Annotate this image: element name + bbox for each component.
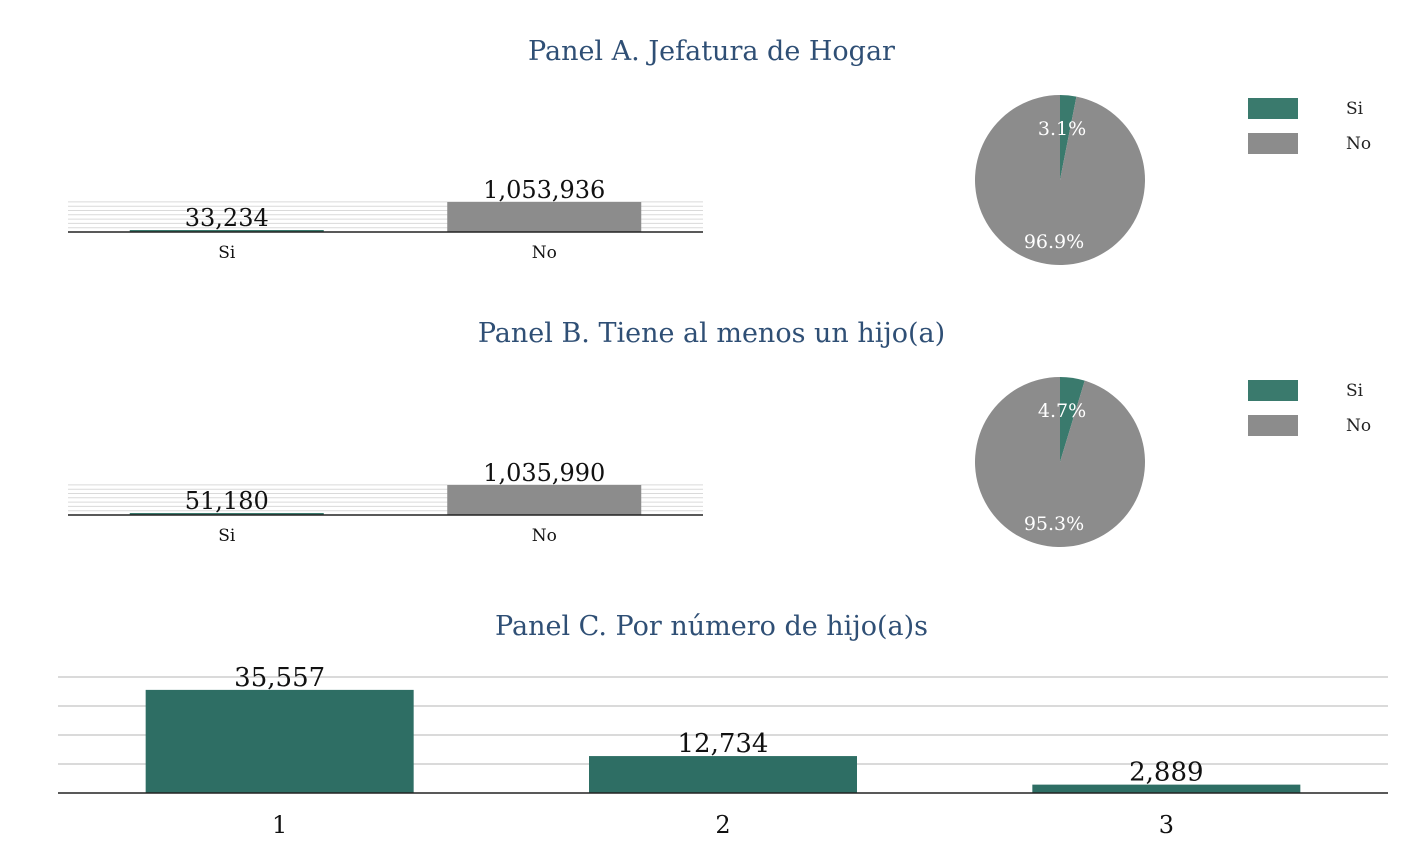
panel-c-title: Panel C. Por número de hijo(a)s [495, 611, 928, 642]
pie-label-si: 4.7% [1038, 400, 1086, 422]
panel-a-title: Panel A. Jefatura de Hogar [528, 36, 895, 67]
pie-label-no: 96.9% [1024, 231, 1084, 253]
legend-swatch-no [1248, 415, 1298, 436]
category-label: Si [218, 243, 236, 263]
pie-slice-No [975, 377, 1145, 547]
panel-a-bar-chart: 33,234 Si 1,053,936 No [68, 176, 703, 263]
value-label: 1,035,990 [483, 459, 605, 487]
category-label: No [532, 243, 557, 263]
pie-slice-No [975, 95, 1145, 265]
legend-swatch-si [1248, 98, 1298, 119]
bar-3 [1032, 784, 1301, 793]
legend-label-no: No [1346, 416, 1372, 436]
legend-item-si: Si [1248, 380, 1408, 402]
legend-label-no: No [1346, 134, 1372, 154]
legend-item-si: Si [1248, 98, 1408, 120]
bar-No [447, 202, 642, 232]
legend-item-no: No [1248, 133, 1408, 155]
legend-swatch-si [1248, 380, 1298, 401]
legend-item-no: No [1248, 415, 1408, 437]
pie-label-no: 95.3% [1024, 513, 1084, 535]
legend-label-si: Si [1346, 99, 1364, 119]
bar-Si [129, 230, 324, 232]
panel-a-pie-chart: 3.1% 96.9% [975, 95, 1145, 265]
value-label: 1,053,936 [483, 176, 605, 204]
pie-label-si: 3.1% [1038, 118, 1086, 140]
category-label: 1 [272, 811, 287, 839]
category-label: 3 [1159, 811, 1174, 839]
pie-slice-Si [1060, 95, 1077, 180]
legend-label-si: Si [1346, 381, 1364, 401]
panel-b-bar-chart: 51,180 Si 1,035,990 No [68, 459, 703, 546]
bar-1 [145, 689, 414, 793]
panel-b-title: Panel B. Tiene al menos un hijo(a) [477, 318, 946, 349]
category-label: No [532, 526, 557, 546]
bar-2 [589, 756, 857, 793]
bar-Si [129, 513, 324, 515]
pie-slice-Si [1060, 377, 1085, 462]
category-label: 2 [715, 811, 730, 839]
value-label: 12,734 [678, 729, 769, 759]
panel-c-bar-chart: 35,557 1 12,734 2 2,889 3 [58, 663, 1388, 839]
value-label: 51,180 [185, 487, 269, 515]
bar-No [447, 485, 642, 515]
panel-b-pie-chart: 4.7% 95.3% [975, 377, 1145, 547]
value-label: 33,234 [185, 204, 269, 232]
legend-swatch-no [1248, 133, 1298, 154]
value-label: 2,889 [1129, 758, 1203, 788]
category-label: Si [218, 526, 236, 546]
value-label: 35,557 [234, 663, 325, 693]
